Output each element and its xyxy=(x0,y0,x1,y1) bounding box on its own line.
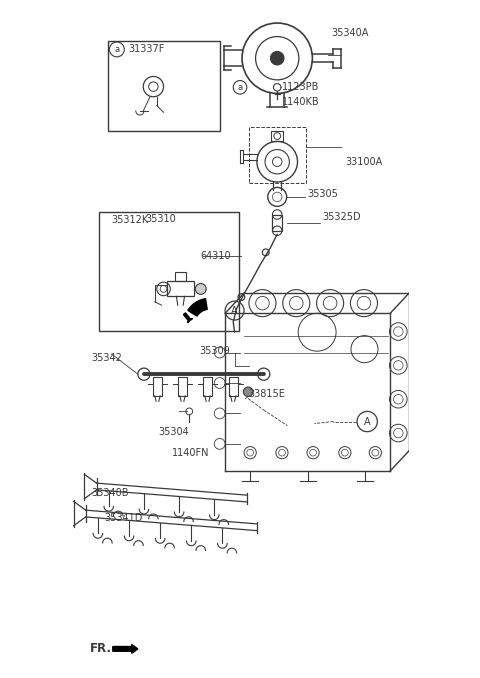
Circle shape xyxy=(195,283,206,294)
Bar xyxy=(178,377,187,396)
Text: 35309: 35309 xyxy=(199,346,230,356)
Bar xyxy=(249,127,306,183)
Text: 1140FN: 1140FN xyxy=(172,447,210,458)
Text: 35340B: 35340B xyxy=(91,488,129,498)
Text: 33815E: 33815E xyxy=(248,389,285,399)
Bar xyxy=(271,131,283,142)
FancyArrow shape xyxy=(113,645,138,654)
Text: 35304: 35304 xyxy=(159,427,190,437)
Text: 35312K: 35312K xyxy=(111,215,149,225)
Bar xyxy=(153,377,162,396)
Text: 33100A: 33100A xyxy=(345,157,382,167)
Text: 35305: 35305 xyxy=(308,188,338,199)
Bar xyxy=(203,377,212,396)
Text: FR.: FR. xyxy=(90,642,112,656)
Text: 1140KB: 1140KB xyxy=(282,97,320,107)
Bar xyxy=(99,212,239,331)
Text: 64310: 64310 xyxy=(201,252,231,262)
Text: 35325D: 35325D xyxy=(323,212,361,222)
Polygon shape xyxy=(188,299,207,316)
Bar xyxy=(273,214,282,231)
Bar xyxy=(167,281,194,296)
Text: 35310: 35310 xyxy=(145,214,176,224)
Text: a: a xyxy=(238,83,242,92)
Circle shape xyxy=(274,133,281,140)
Text: 35340A: 35340A xyxy=(331,28,369,38)
Bar xyxy=(108,41,220,131)
Text: 31337F: 31337F xyxy=(128,45,165,54)
FancyArrow shape xyxy=(183,313,192,323)
Text: 35342: 35342 xyxy=(91,353,122,363)
Circle shape xyxy=(270,52,284,65)
Text: a: a xyxy=(114,45,120,54)
Text: 1123PB: 1123PB xyxy=(282,82,319,92)
Bar xyxy=(175,272,186,281)
Text: A: A xyxy=(364,416,371,426)
Text: A: A xyxy=(231,306,238,315)
Circle shape xyxy=(243,387,253,397)
Text: 35341D: 35341D xyxy=(105,513,143,523)
Circle shape xyxy=(274,83,281,91)
Bar xyxy=(229,377,238,396)
